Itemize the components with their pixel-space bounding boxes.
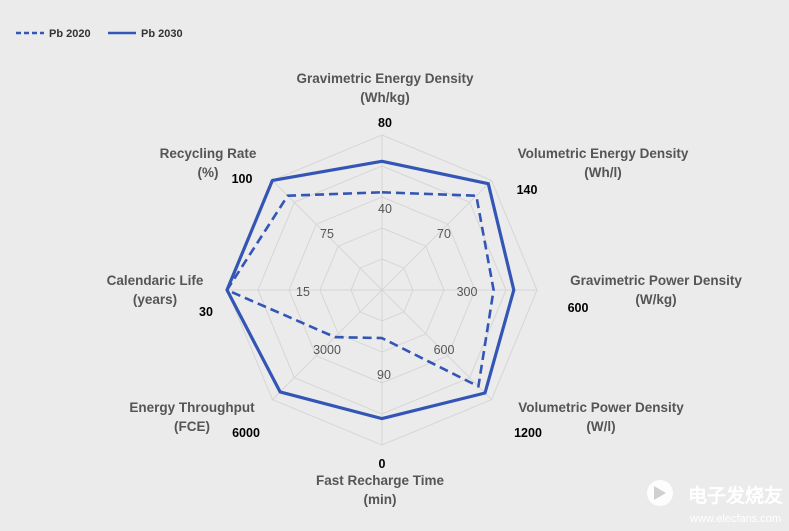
- axis-mid-label-3: 600: [434, 343, 455, 357]
- axis-labels: Gravimetric Energy Density (Wh/kg) Volumet…: [107, 71, 743, 507]
- legend-label: Pb 2030: [141, 28, 183, 40]
- axis-label-1: Volumetric Energy Density (Wh/l): [518, 146, 689, 180]
- axis-max-label-3: 1200: [514, 426, 542, 440]
- axis-mid-label-1: 70: [437, 227, 451, 241]
- watermark: 电子发烧友 www.elecfans.com: [647, 480, 783, 525]
- axis-max-label-2: 600: [568, 301, 589, 315]
- axis-label-3: Volumetric Power Density (W/l): [518, 400, 684, 434]
- grid-spoke: [272, 180, 383, 291]
- axis-mid-label-2: 300: [457, 285, 478, 299]
- grid-spoke: [272, 289, 383, 400]
- series-pb-2030: [225, 159, 516, 421]
- axis-mid-label-7: 75: [320, 227, 334, 241]
- axis-label-6: Calendaric Life (years): [107, 273, 204, 307]
- axis-mid-label-4: 90: [377, 368, 391, 382]
- radar-series: [225, 159, 516, 421]
- axis-label-4: Fast Recharge Time (min): [316, 473, 445, 507]
- legend-label: Pb 2020: [49, 28, 91, 40]
- axis-max-label-6: 30: [199, 305, 213, 319]
- axis-mid-label-6: 15: [296, 285, 310, 299]
- grid-spoke: [381, 180, 492, 291]
- axis-mid-label-5: 3000: [313, 343, 341, 357]
- axis-max-label-5: 6000: [232, 426, 260, 440]
- watermark-url: www.elecfans.com: [689, 513, 781, 525]
- axis-max-label-4: 0: [379, 457, 386, 471]
- watermark-logo-icon: [647, 480, 673, 506]
- axis-max-label-0: 80: [378, 116, 392, 130]
- legend: Pb 2020 Pb 2030: [16, 28, 183, 40]
- axis-max-label-1: 140: [517, 183, 538, 197]
- axis-label-2: Gravimetric Power Density (W/kg): [570, 273, 742, 307]
- axis-label-5: Energy Throughput (FCE): [129, 400, 255, 434]
- axis-max-label-7: 100: [232, 172, 253, 186]
- series-pb-2020: [225, 191, 495, 388]
- axis-label-7: Recycling Rate (%): [160, 146, 257, 180]
- watermark-text: 电子发烧友: [688, 484, 783, 507]
- axis-label-0: Gravimetric Energy Density (Wh/kg): [296, 71, 474, 105]
- axis-mid-label-0: 40: [378, 202, 392, 216]
- grid-spoke: [381, 289, 492, 400]
